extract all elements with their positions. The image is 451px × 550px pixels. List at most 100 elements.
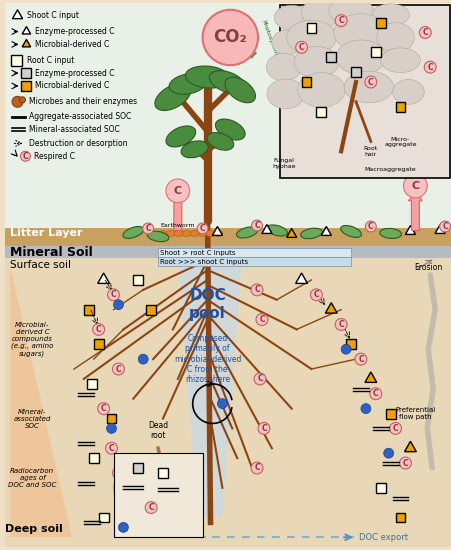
Ellipse shape [207,133,233,150]
Circle shape [106,442,117,454]
Ellipse shape [286,20,336,55]
Bar [5,246,451,258]
Text: DOC
pool: DOC pool [189,289,226,321]
Text: Mineral-associated SOC: Mineral-associated SOC [29,125,120,134]
Bar [158,468,168,478]
FancyArrow shape [170,193,184,230]
Text: Respired C: Respired C [34,152,75,161]
Bar [83,305,93,315]
Text: Microbial-derived C: Microbial-derived C [35,81,109,90]
Polygon shape [212,227,222,235]
Ellipse shape [274,6,308,30]
Bar [113,483,123,493]
Polygon shape [286,228,296,238]
Ellipse shape [147,231,168,241]
Circle shape [354,353,366,365]
Text: Surface soil: Surface soil [9,260,70,270]
Polygon shape [22,26,31,34]
Bar [98,513,108,522]
Ellipse shape [333,14,387,51]
Bar [316,107,326,117]
Text: C: C [110,290,116,299]
Text: Preferential
flow path: Preferential flow path [394,406,435,420]
Circle shape [364,76,376,88]
Text: Radiocarbon
ages of
DOC and SOC: Radiocarbon ages of DOC and SOC [8,468,56,488]
Polygon shape [22,40,31,47]
Text: Microbial-
derived C
compounds
(e.g., amino
sugars): Microbial- derived C compounds (e.g., am… [11,322,53,357]
Ellipse shape [392,80,423,104]
Text: Enzyme-processed C: Enzyme-processed C [35,27,115,36]
Text: Microbial-derived C: Microbial-derived C [35,40,109,49]
Circle shape [217,399,227,409]
Ellipse shape [271,30,301,55]
FancyArrow shape [408,193,421,230]
Text: C: C [109,444,114,453]
Bar [88,453,98,463]
Ellipse shape [300,228,322,239]
Bar [113,453,202,537]
Bar [87,379,97,389]
Text: Microbes and their enzymes: Microbes and their enzymes [29,97,137,106]
Circle shape [112,363,124,375]
Ellipse shape [297,73,345,107]
Ellipse shape [174,230,183,236]
Ellipse shape [236,227,257,238]
Text: C: C [422,28,427,37]
Ellipse shape [198,230,207,236]
Text: C: C [410,181,419,191]
Text: C: C [115,469,121,477]
Circle shape [113,300,123,310]
Ellipse shape [294,46,338,78]
Text: C: C [313,290,318,299]
Text: Shoot > root C inputs: Shoot > root C inputs [160,250,235,256]
Ellipse shape [181,141,208,158]
Text: C: C [372,389,378,398]
Ellipse shape [266,53,300,81]
Ellipse shape [266,225,287,236]
Text: Root
hair: Root hair [363,146,377,157]
Circle shape [97,403,109,415]
Ellipse shape [371,4,409,26]
Text: C: C [96,325,101,334]
Text: C: C [148,503,154,512]
Bar [146,305,156,315]
Ellipse shape [215,119,244,140]
Circle shape [255,314,267,326]
Circle shape [383,448,393,458]
Text: C: C [253,285,259,294]
Text: C: C [298,43,304,52]
Text: Destruction or desorption: Destruction or desorption [29,139,128,148]
Polygon shape [295,273,307,283]
Text: C: C [367,78,373,86]
Text: Root C input: Root C input [28,56,74,65]
Bar [279,5,449,178]
Text: Dead
root: Dead root [147,421,168,441]
Ellipse shape [166,126,195,147]
Bar [133,275,143,285]
Ellipse shape [376,23,414,52]
Ellipse shape [182,230,191,236]
Bar [395,102,405,112]
Text: C: C [115,365,121,373]
Bar [345,339,355,349]
Text: Enzyme-processed C: Enzyme-processed C [35,69,115,78]
Text: CO₂: CO₂ [213,29,247,46]
Circle shape [335,318,346,331]
Ellipse shape [225,77,255,103]
Polygon shape [177,258,242,518]
Text: C: C [392,424,397,433]
Ellipse shape [123,227,143,238]
Text: Root >>> shoot C inputs: Root >>> shoot C inputs [160,258,248,265]
Circle shape [364,221,375,232]
Text: C: C [261,424,266,433]
Bar [326,52,336,62]
Text: Erosion: Erosion [413,263,442,272]
Text: Macroaggregate: Macroaggregate [364,167,415,172]
Text: C: C [402,459,407,468]
Circle shape [106,424,116,433]
Text: Photosynthesis: Photosynthesis [259,19,281,65]
Ellipse shape [166,230,175,236]
Circle shape [251,462,262,474]
Text: Mineral-
associated
SOC: Mineral- associated SOC [14,409,51,428]
Bar [106,414,116,424]
